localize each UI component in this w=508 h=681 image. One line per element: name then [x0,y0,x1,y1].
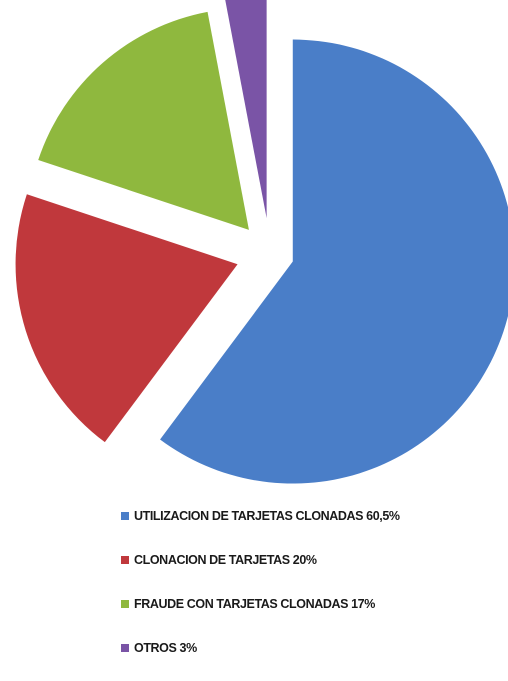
pie-slice-3 [225,0,267,219]
pie-chart [15,0,508,484]
legend-label: FRAUDE CON TARJETAS CLONADAS 17% [134,597,375,611]
pie-slice-1 [15,194,238,443]
legend-swatch [121,600,129,608]
legend-label: UTILIZACION DE TARJETAS CLONADAS 60,5% [134,509,400,523]
legend-item-otros: OTROS 3% [121,637,508,659]
pie-slice-2 [38,11,249,230]
legend-label: OTROS 3% [134,641,197,655]
legend-swatch [121,644,129,652]
chart-legend: UTILIZACION DE TARJETAS CLONADAS 60,5% C… [121,505,508,681]
chart-canvas: UTILIZACION DE TARJETAS CLONADAS 60,5% C… [15,0,508,655]
legend-item-utilizacion: UTILIZACION DE TARJETAS CLONADAS 60,5% [121,505,508,527]
legend-item-fraude: FRAUDE CON TARJETAS CLONADAS 17% [121,593,508,615]
pie-slice-0 [160,39,508,484]
legend-item-clonacion: CLONACION DE TARJETAS 20% [121,549,508,571]
legend-swatch [121,556,129,564]
legend-swatch [121,512,129,520]
legend-label: CLONACION DE TARJETAS 20% [134,553,317,567]
